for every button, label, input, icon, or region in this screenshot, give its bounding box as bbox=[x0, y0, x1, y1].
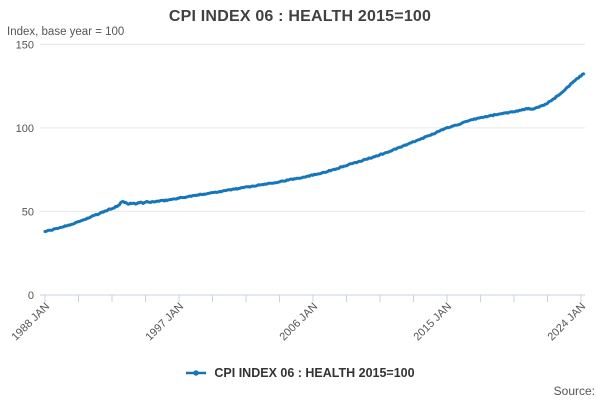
legend-label: CPI INDEX 06 : HEALTH 2015=100 bbox=[214, 366, 415, 380]
x-axis-tick-label: 1988 JAN bbox=[9, 301, 52, 344]
x-axis-tick-label: 2024 JAN bbox=[545, 301, 588, 344]
chart-title: CPI INDEX 06 : HEALTH 2015=100 bbox=[168, 8, 432, 25]
source-label: Source: bbox=[553, 384, 595, 398]
series-line bbox=[43, 72, 585, 233]
plot-area: 0 50 100 150 1988 JAN 1997 JAN 2006 JAN 2015 JA… bbox=[9, 39, 588, 344]
y-axis-tick-label: 150 bbox=[16, 39, 34, 51]
chart-subtitle: Index, base year = 100 bbox=[7, 26, 125, 38]
legend-line-marker-icon bbox=[186, 370, 207, 376]
x-axis-tick-label: 2006 JAN bbox=[277, 301, 320, 344]
y-axis-tick-label: 100 bbox=[16, 123, 34, 135]
y-axis-tick-label: 0 bbox=[28, 290, 34, 302]
y-axis-tick-label: 50 bbox=[22, 206, 34, 218]
legend: CPI INDEX 06 : HEALTH 2015=100 bbox=[0, 364, 600, 382]
x-axis-tick-label: 2015 JAN bbox=[411, 301, 454, 344]
x-axis-tick-label: 1997 JAN bbox=[143, 301, 186, 344]
